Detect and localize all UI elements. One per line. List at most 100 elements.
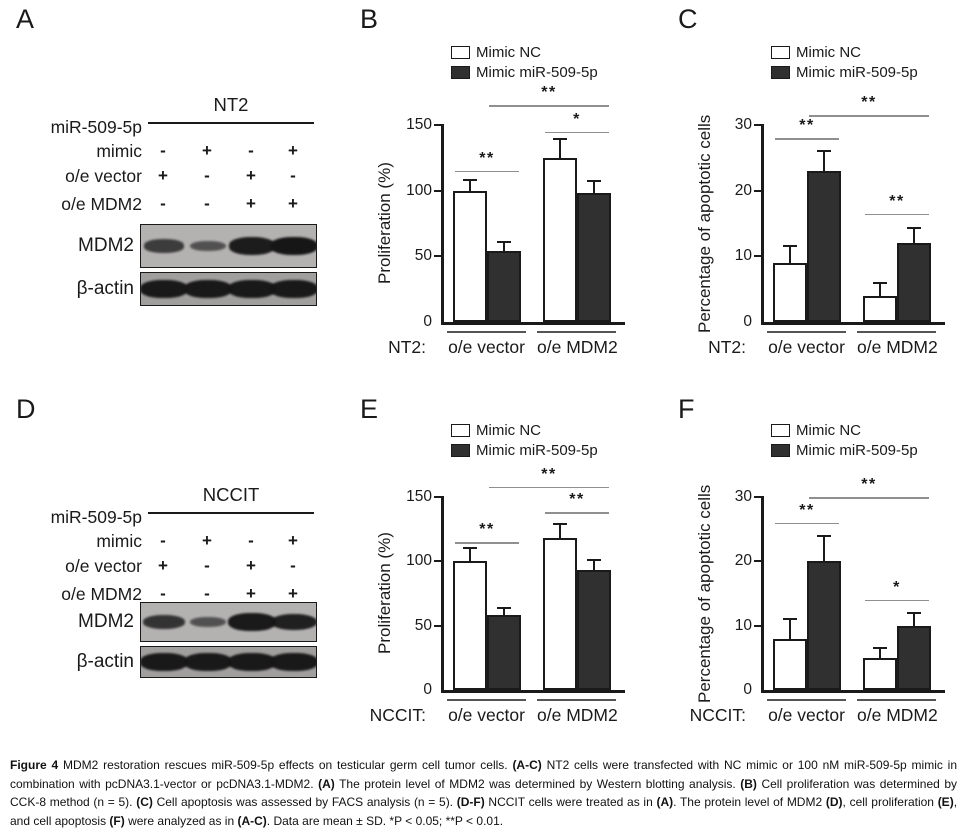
condition-sign: + — [202, 531, 212, 550]
bar-mimic-nc — [863, 295, 897, 322]
caption-segment: (A) — [318, 776, 335, 791]
error-bar-line — [469, 180, 471, 192]
y-tick-label: 0 — [423, 313, 432, 330]
cell-line-label: NCCIT — [202, 484, 260, 505]
error-bar-cap — [907, 611, 921, 614]
protein-band — [228, 237, 276, 255]
x-category-label: o/e MDM2 — [537, 705, 618, 725]
condition-label: mimic — [96, 531, 142, 551]
significance-label: ** — [799, 117, 815, 135]
condition-label: mimic — [96, 141, 142, 161]
significance-line — [809, 497, 929, 499]
y-axis-line — [761, 496, 764, 690]
y-tick-label: 50 — [414, 616, 432, 634]
x-prefix-label: NT2: — [708, 337, 746, 357]
bar-mimic-mir — [577, 193, 611, 322]
significance-label: ** — [861, 94, 877, 112]
condition-sign: - — [160, 584, 166, 603]
panel-letter-d: D — [16, 394, 36, 424]
condition-sign: - — [204, 166, 210, 185]
condition-sign: - — [204, 584, 210, 603]
bar-mimic-nc — [543, 157, 577, 322]
x-axis-line — [761, 690, 945, 693]
caption-segment: , and cell apoptosis — [10, 795, 958, 828]
y-tick — [754, 124, 761, 126]
legend-item: Mimic NC — [451, 44, 621, 62]
error-bar-line — [593, 181, 595, 195]
legend-swatch-mimic-mir — [451, 66, 470, 79]
error-bar-line — [559, 524, 561, 540]
protein-band — [228, 653, 276, 671]
error-bar-cap — [783, 245, 797, 248]
error-bar-cap — [873, 647, 887, 650]
panel-c-apoptosis-chart-nt2: C Mimic NC Mimic miR-509-5p Percentage of … — [650, 0, 967, 388]
error-bar-cap — [817, 150, 831, 153]
significance-label: ** — [889, 192, 905, 210]
y-tick — [754, 624, 761, 627]
caption-segment: . The protein level of MDM2 — [673, 795, 826, 810]
y-tick-label: 30 — [734, 116, 752, 133]
x-prefix-label: NT2: — [388, 337, 426, 357]
panel-e-proliferation-chart-nccit: E Mimic NC Mimic miR-509-5p Proliferation … — [330, 390, 650, 740]
significance-label: ** — [861, 476, 877, 493]
condition-sign: - — [204, 556, 210, 575]
error-bar-line — [503, 241, 505, 253]
y-axis-line — [761, 124, 764, 322]
bar-mimic-mir — [897, 625, 931, 690]
caption-segment: Cell proliferation was determined by CCK… — [10, 776, 958, 810]
legend-item: Mimic miR-509-5p — [771, 442, 941, 460]
error-bar-cap — [587, 180, 601, 183]
cell-line-underline — [148, 122, 314, 124]
x-prefix-label: NCCIT: — [689, 705, 746, 725]
caption-segment: The protein level of MDM2 was determined… — [334, 776, 741, 791]
y-tick — [754, 560, 761, 563]
x-category-label: o/e MDM2 — [857, 705, 938, 725]
condition-sign: - — [160, 194, 166, 213]
significance-line — [545, 512, 609, 514]
caption-segment: were analyzed as in — [124, 813, 238, 828]
y-axis-title: Percentage of apoptotic cells — [695, 484, 714, 703]
caption-segment: (B) — [740, 776, 757, 791]
legend-swatch-mimic-mir — [451, 444, 470, 457]
condition-sign: + — [288, 531, 298, 550]
caption-segment: Cell apoptosis was assessed by FACS anal… — [152, 795, 457, 810]
legend-swatch-mimic-nc — [451, 46, 470, 59]
protein-band — [270, 280, 316, 298]
protein-band — [270, 237, 316, 255]
significance-label: ** — [799, 501, 815, 519]
panel-d-western-blot-nccit: D NCCIT miR-509-5p mimic - + - + o/e vector + - + -… — [0, 390, 330, 740]
condition-label: o/e MDM2 — [61, 194, 142, 214]
x-category-label: o/e MDM2 — [857, 337, 938, 357]
panel-letter-c: C — [678, 4, 698, 34]
bar-mimic-nc — [543, 538, 577, 690]
bar-mimic-mir — [807, 561, 841, 690]
legend-item: Mimic NC — [451, 422, 621, 440]
significance-line — [545, 131, 609, 134]
y-tick — [754, 255, 761, 258]
figure-caption: Figure 4 MDM2 restoration rescues miR-50… — [10, 756, 957, 828]
legend-swatch-mimic-mir — [771, 66, 790, 79]
panel-letter-a: A — [16, 4, 35, 34]
y-tick — [754, 496, 761, 498]
legend-swatch-mimic-nc — [771, 46, 790, 59]
error-bar-cap — [817, 534, 831, 537]
y-tick — [434, 124, 441, 126]
panel-letter-b: B — [360, 4, 379, 34]
error-bar-cap — [497, 606, 511, 609]
y-tick — [754, 189, 761, 192]
x-category-label: o/e vector — [768, 337, 845, 357]
y-tick — [434, 255, 441, 258]
legend-label: Mimic NC — [476, 44, 541, 61]
bar-mimic-mir — [897, 243, 931, 322]
legend-item: Mimic miR-509-5p — [451, 442, 621, 460]
significance-label: ** — [541, 84, 557, 102]
significance-line — [865, 599, 929, 602]
legend-label: Mimic NC — [796, 422, 861, 439]
blot-image-mdm2 — [140, 224, 317, 268]
y-axis-title: Proliferation (%) — [375, 162, 394, 285]
y-axis-line — [441, 124, 444, 322]
condition-sign: + — [288, 194, 298, 213]
error-bar-cap — [587, 559, 601, 562]
caption-segment: (A-C) — [512, 758, 542, 772]
significance-label: * — [573, 110, 581, 128]
